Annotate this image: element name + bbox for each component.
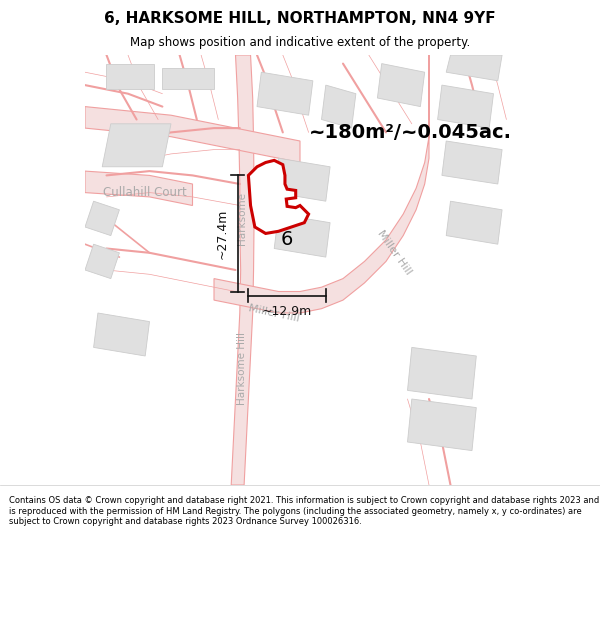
Polygon shape — [102, 124, 171, 167]
Polygon shape — [322, 85, 356, 128]
Text: 6: 6 — [281, 231, 293, 249]
Polygon shape — [94, 313, 149, 356]
Text: ~12.9m: ~12.9m — [262, 305, 312, 318]
Polygon shape — [85, 244, 119, 279]
Text: Cullahill Court: Cullahill Court — [103, 186, 187, 199]
Polygon shape — [248, 161, 308, 234]
Polygon shape — [446, 201, 502, 244]
Text: ~180m²/~0.045ac.: ~180m²/~0.045ac. — [308, 123, 512, 142]
Polygon shape — [407, 399, 476, 451]
Text: Miller Hill: Miller Hill — [248, 302, 301, 323]
Polygon shape — [442, 141, 502, 184]
Polygon shape — [274, 158, 330, 201]
Polygon shape — [163, 68, 214, 89]
Text: Map shows position and indicative extent of the property.: Map shows position and indicative extent… — [130, 36, 470, 49]
Text: Harksome Hill: Harksome Hill — [237, 332, 247, 406]
Polygon shape — [257, 72, 313, 115]
Polygon shape — [214, 55, 429, 313]
Polygon shape — [274, 214, 330, 257]
Polygon shape — [446, 55, 502, 81]
Text: Miller Hill: Miller Hill — [376, 229, 413, 277]
Polygon shape — [407, 348, 476, 399]
Polygon shape — [85, 107, 300, 162]
Text: Contains OS data © Crown copyright and database right 2021. This information is : Contains OS data © Crown copyright and d… — [9, 496, 599, 526]
Polygon shape — [437, 85, 493, 128]
Polygon shape — [231, 55, 254, 485]
Text: 6, HARKSOME HILL, NORTHAMPTON, NN4 9YF: 6, HARKSOME HILL, NORTHAMPTON, NN4 9YF — [104, 11, 496, 26]
Text: Harksome: Harksome — [237, 192, 247, 245]
Polygon shape — [85, 171, 193, 206]
Text: ~27.4m: ~27.4m — [215, 208, 228, 259]
Polygon shape — [106, 64, 154, 89]
Polygon shape — [85, 201, 119, 236]
Polygon shape — [377, 64, 425, 107]
